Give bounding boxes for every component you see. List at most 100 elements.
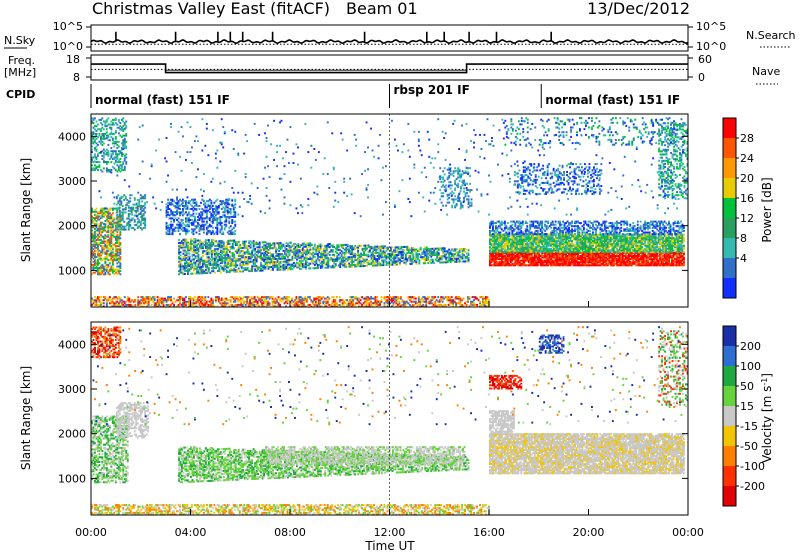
power-cell	[418, 248, 421, 251]
power-cell	[423, 300, 426, 303]
power-cell	[386, 300, 389, 303]
power-cell	[111, 151, 114, 154]
power-cell	[544, 261, 547, 264]
power-cell	[95, 223, 98, 226]
power-cell	[467, 260, 470, 263]
power-cell	[508, 253, 511, 256]
power-cell	[117, 228, 120, 231]
power-cell	[107, 209, 110, 212]
power-cell	[233, 253, 236, 256]
power-cell	[194, 215, 196, 218]
power-cell	[371, 302, 374, 305]
power-cell	[413, 259, 416, 262]
power-cell	[107, 263, 110, 266]
power-cell	[399, 252, 401, 255]
power-cell	[98, 262, 101, 265]
power-cell	[228, 263, 231, 266]
power-cell	[188, 212, 190, 215]
power-cell	[454, 167, 457, 170]
power-cell	[441, 296, 444, 299]
power-cell	[143, 305, 146, 307]
power-cell	[202, 305, 205, 307]
power-cell	[343, 251, 346, 254]
power-cell	[455, 254, 458, 257]
power-cell	[268, 303, 271, 306]
power-cell	[182, 244, 185, 247]
power-cell	[524, 255, 527, 257]
power-cell	[204, 299, 207, 302]
power-cell	[219, 223, 222, 226]
power-cell	[273, 265, 276, 268]
power-cell	[117, 260, 120, 263]
power-cell	[218, 246, 221, 249]
power-cell	[207, 200, 210, 203]
power-cell	[219, 203, 222, 206]
power-cell	[511, 264, 514, 267]
power-cell	[343, 305, 346, 307]
power-cell	[165, 226, 168, 229]
power-cell	[228, 215, 231, 218]
power-cell	[209, 257, 212, 260]
power-cell	[230, 261, 233, 264]
power-cell	[107, 221, 110, 224]
power-cell	[300, 263, 303, 266]
power-cell	[295, 300, 298, 303]
power-cell	[388, 252, 391, 255]
power-cell	[102, 136, 105, 139]
power-cell	[123, 228, 126, 231]
power-cell	[390, 246, 392, 249]
power-cell	[114, 153, 117, 156]
power-cell	[107, 234, 110, 237]
power-cell	[110, 126, 113, 129]
power-cell	[464, 195, 467, 198]
power-cell	[316, 296, 319, 299]
power-cell	[201, 211, 204, 214]
power-cell	[110, 133, 113, 135]
power-cell	[533, 256, 536, 259]
power-cell	[217, 222, 220, 225]
power-cell	[448, 196, 451, 199]
power-cell	[119, 270, 122, 273]
power-cell	[183, 297, 186, 300]
power-cell	[264, 296, 266, 299]
power-cell	[224, 268, 227, 271]
power-cell	[353, 296, 356, 299]
power-cell	[204, 201, 207, 204]
power-cell	[415, 253, 418, 256]
power-cell	[178, 265, 180, 268]
power-cell	[521, 259, 524, 262]
power-cell	[101, 117, 104, 120]
power-cell	[539, 259, 542, 262]
power-cell	[171, 302, 174, 305]
power-cell	[204, 250, 207, 253]
power-cell	[312, 256, 315, 259]
power-cell	[323, 303, 326, 306]
power-cell	[199, 262, 201, 265]
power-cell	[141, 299, 144, 302]
power-cell	[445, 256, 448, 259]
power-cell	[511, 256, 514, 259]
power-cell	[104, 220, 107, 223]
power-cell	[243, 268, 246, 271]
power-cell	[410, 296, 413, 299]
power-cell	[185, 246, 188, 249]
power-cell	[418, 253, 421, 256]
power-cell	[300, 253, 303, 256]
power-cell	[420, 297, 423, 300]
power-cell	[352, 256, 355, 258]
power-cell	[320, 297, 323, 300]
power-cell	[427, 252, 430, 255]
power-cell	[114, 122, 117, 124]
power-cell	[229, 211, 232, 214]
power-cell	[110, 259, 113, 262]
power-cell	[126, 222, 129, 225]
power-cell	[500, 262, 503, 265]
power-cell	[452, 302, 455, 305]
power-cell	[246, 248, 249, 251]
power-cell	[354, 252, 357, 255]
power-cell	[186, 208, 189, 210]
power-cell	[113, 243, 116, 246]
power-cell	[419, 256, 422, 259]
power-cell	[411, 296, 414, 299]
power-cell	[105, 270, 108, 273]
